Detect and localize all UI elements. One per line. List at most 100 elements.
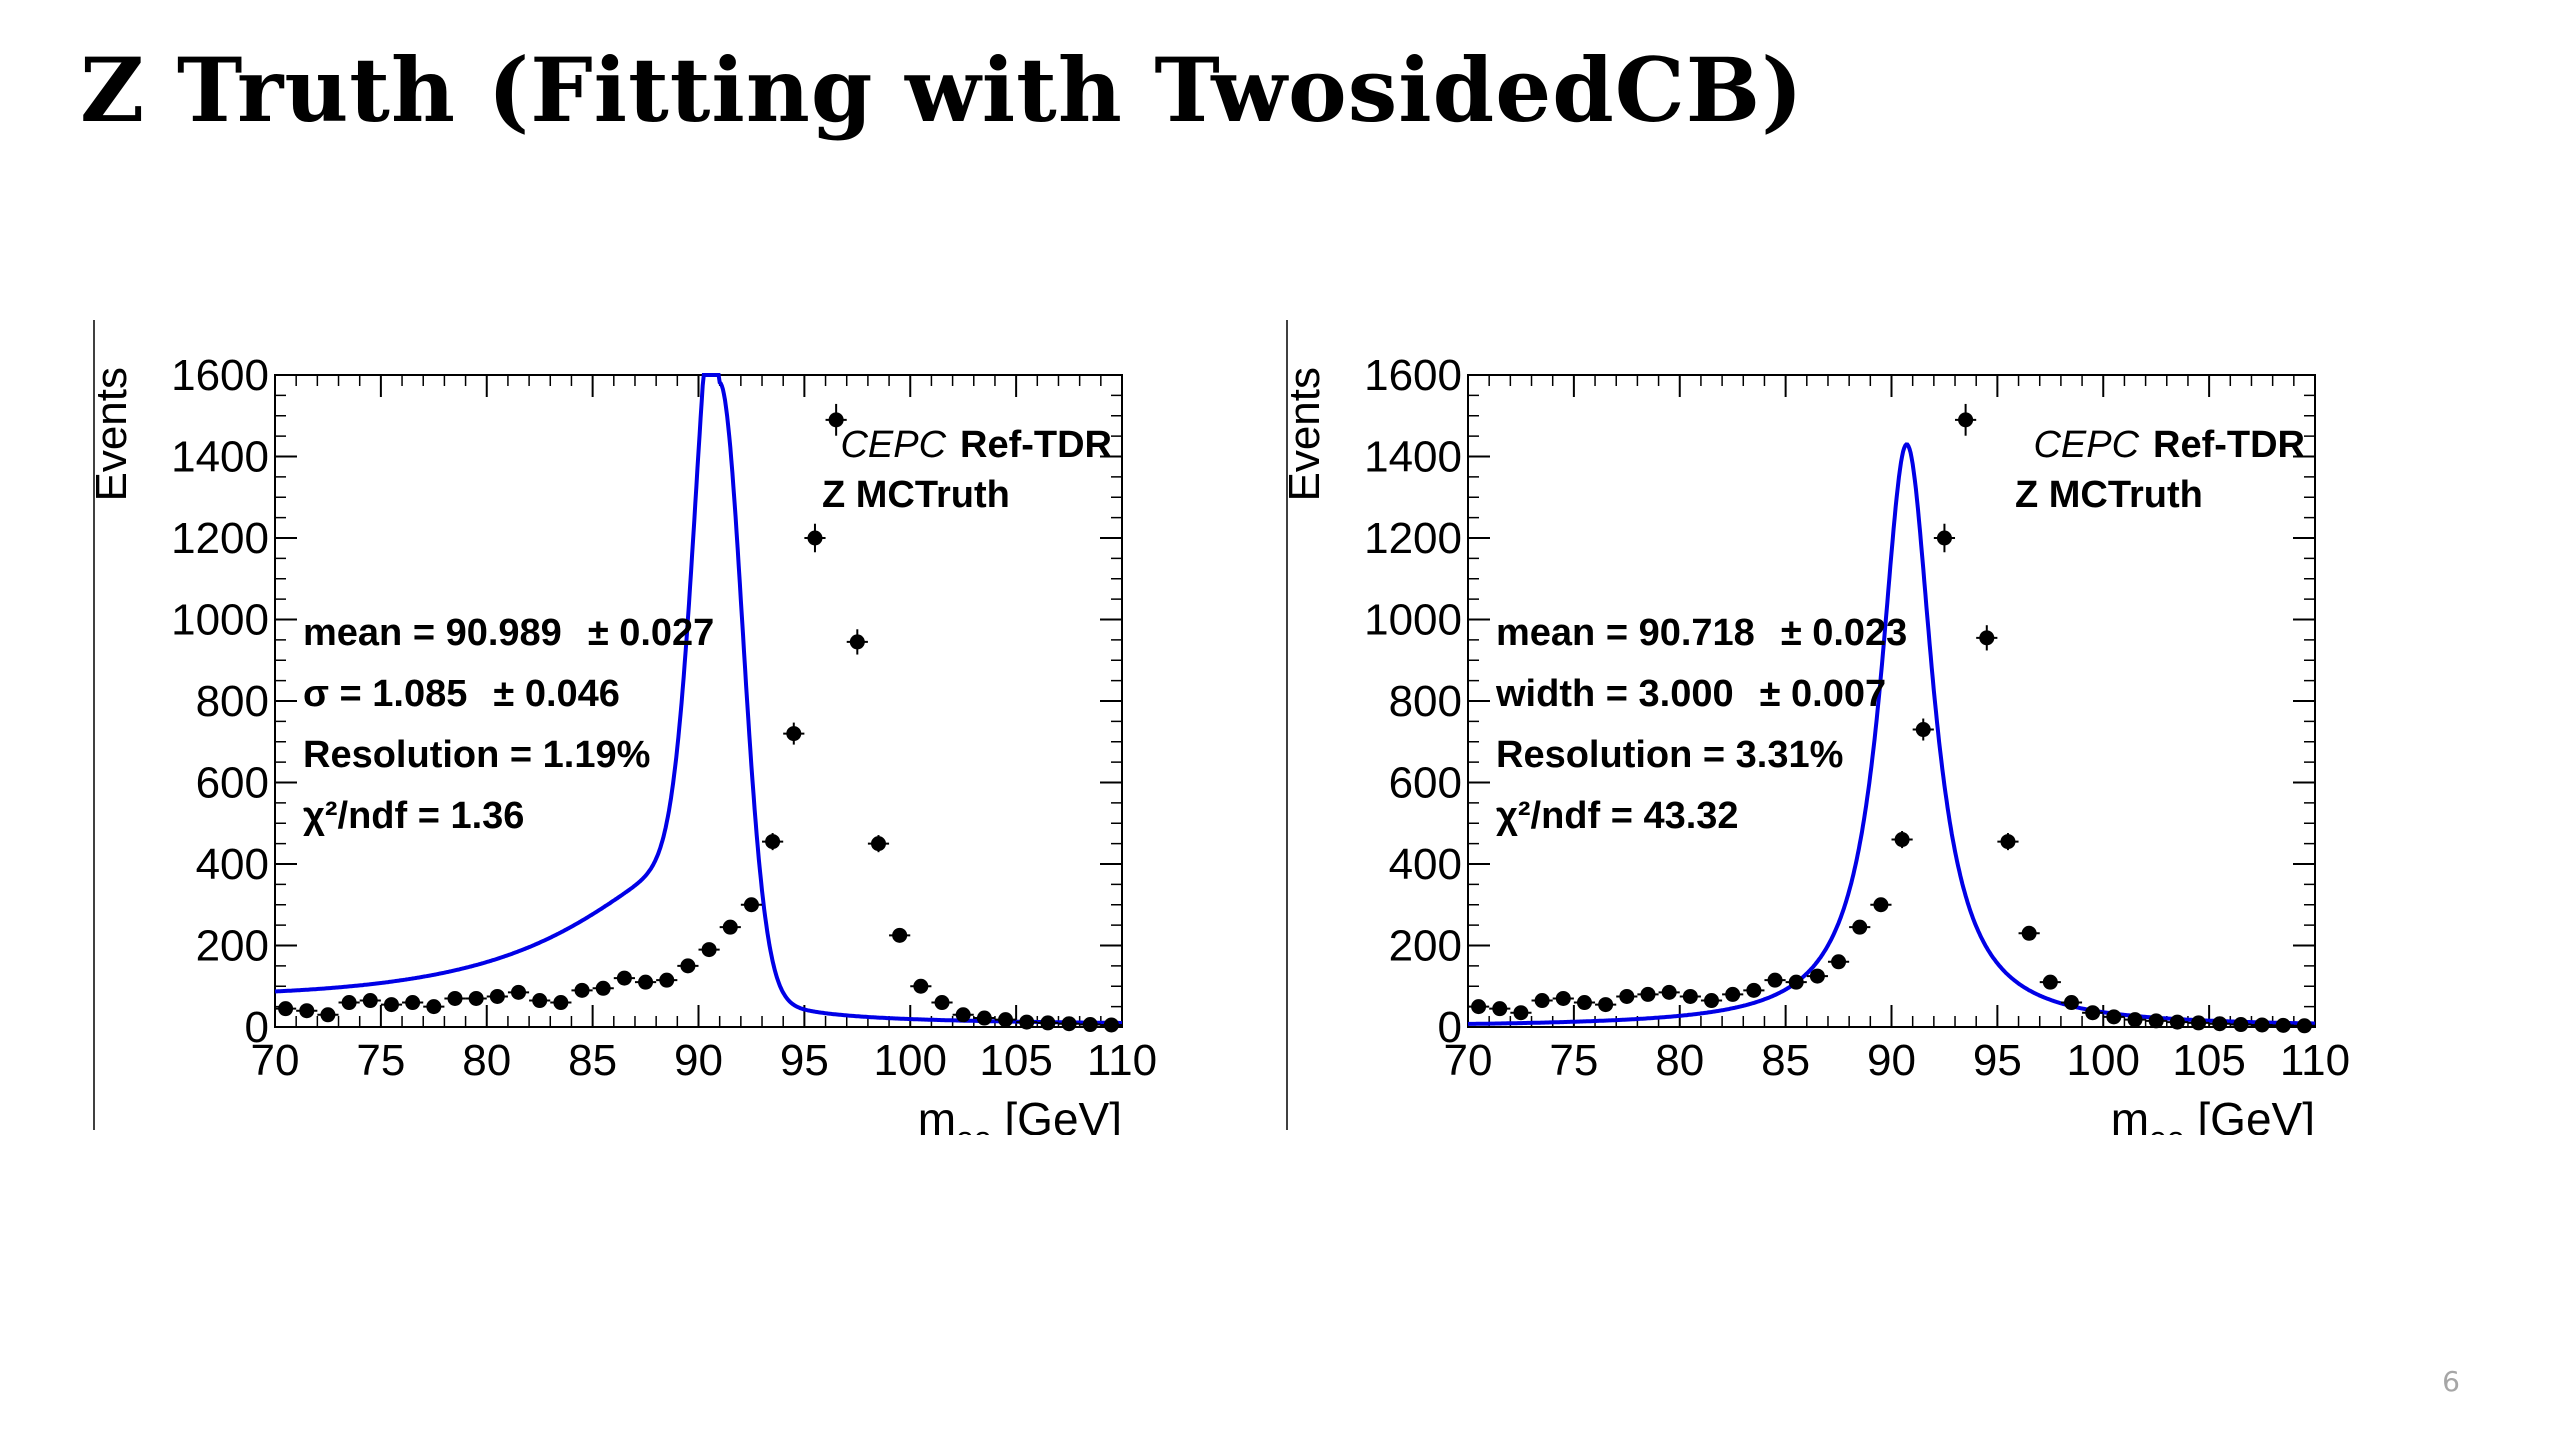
plot-left: 70 75 80 85 90 95 100 105 110 0 200 400 600 800 1000 12… xyxy=(90,315,1240,1135)
y-tick-label: 800 xyxy=(1389,677,1462,726)
data-point xyxy=(511,984,527,1000)
fit-stat-error: ± 0.046 xyxy=(493,673,620,715)
data-point xyxy=(1725,986,1741,1002)
x-tick-label: 105 xyxy=(2172,1036,2245,1085)
data-point xyxy=(1809,968,1825,984)
data-point xyxy=(489,988,505,1004)
data-point xyxy=(743,897,759,913)
y-tick-label: 1200 xyxy=(1364,514,1462,563)
data-point xyxy=(1513,1005,1529,1021)
data-point xyxy=(320,1007,336,1023)
x-tick-label: 95 xyxy=(1973,1036,2022,1085)
experiment-label: CEPC Ref-TDR xyxy=(2033,424,2305,466)
experiment-tag: Ref-TDR xyxy=(960,424,1112,466)
data-point xyxy=(362,993,378,1009)
data-point xyxy=(722,919,738,935)
x-axis-title-main: m xyxy=(2111,1093,2149,1135)
data-point xyxy=(2106,1009,2122,1025)
y-tick-label: 600 xyxy=(1389,759,1462,808)
data-point xyxy=(1704,993,1720,1009)
fit-stat-value: mean = 90.989 xyxy=(303,612,562,654)
y-tick-label: 400 xyxy=(196,840,269,889)
data-point xyxy=(1682,988,1698,1004)
data-point xyxy=(2148,1013,2164,1029)
data-point xyxy=(1936,530,1952,546)
data-point xyxy=(1534,993,1550,1009)
y-tick-label: 1200 xyxy=(171,514,269,563)
x-tick-label: 80 xyxy=(1655,1036,1704,1085)
x-axis-title-unit: [GeV] xyxy=(2185,1093,2315,1135)
data-point xyxy=(2212,1016,2228,1032)
y-axis-title: Events xyxy=(1283,367,1329,502)
data-point xyxy=(701,942,717,958)
data-point xyxy=(1619,988,1635,1004)
x-tick-label: 100 xyxy=(874,1036,947,1085)
data-point xyxy=(2169,1014,2185,1030)
fit-stat-row: mean = 90.718 ± 0.023 xyxy=(1496,612,1907,654)
data-point xyxy=(1788,974,1804,990)
data-point xyxy=(934,995,950,1011)
x-tick-label: 100 xyxy=(2067,1036,2140,1085)
fit-stat-row: mean = 90.989 ± 0.027 xyxy=(303,612,714,654)
data-point xyxy=(1492,1001,1508,1017)
experiment-tag: Ref-TDR xyxy=(2153,424,2305,466)
y-tick-label: 1400 xyxy=(171,433,269,482)
x-axis-title-sub: ee xyxy=(2149,1120,2185,1135)
experiment-name: CEPC xyxy=(840,424,946,466)
data-point xyxy=(828,412,844,428)
fit-stat-value: σ = 1.085 xyxy=(303,673,467,715)
data-point xyxy=(1831,954,1847,970)
data-point xyxy=(278,1001,294,1017)
y-axis-title: Events xyxy=(90,367,136,502)
fit-stat-error: ± 0.027 xyxy=(588,612,715,654)
data-point xyxy=(849,634,865,650)
data-point xyxy=(532,993,548,1009)
data-point xyxy=(870,836,886,852)
data-point xyxy=(1640,986,1656,1002)
data-point xyxy=(616,970,632,986)
fit-stat-row: σ = 1.085 ± 0.046 xyxy=(303,673,620,715)
y-tick-label: 400 xyxy=(1389,840,1462,889)
data-point xyxy=(405,995,421,1011)
fit-stat-value: width = 3.000 xyxy=(1495,673,1734,715)
data-point xyxy=(447,990,463,1006)
data-point xyxy=(341,995,357,1011)
data-point xyxy=(299,1003,315,1019)
x-tick-label: 75 xyxy=(1549,1036,1598,1085)
y-tick-label: 600 xyxy=(196,759,269,808)
y-tick-label: 1000 xyxy=(171,596,269,645)
data-point xyxy=(1555,990,1571,1006)
fit-stat-value: Resolution = 3.31% xyxy=(1496,734,1843,776)
chart-left-svg: 70 75 80 85 90 95 100 105 110 0 200 400 600 800 1000 12… xyxy=(90,320,1157,1135)
data-point xyxy=(1040,1015,1056,1031)
x-tick-label: 90 xyxy=(674,1036,723,1085)
slide-title: Z Truth (Fitting with TwosidedCB) xyxy=(80,38,1804,142)
fit-stat-value: Resolution = 1.19% xyxy=(303,734,650,776)
data-point xyxy=(1019,1014,1035,1030)
data-point xyxy=(765,834,781,850)
data-point xyxy=(1661,984,1677,1000)
experiment-label: CEPC Ref-TDR xyxy=(840,424,1112,466)
sample-label: Z MCTruth xyxy=(822,474,1010,516)
data-point xyxy=(2296,1018,2312,1034)
fit-stat-error: ± 0.007 xyxy=(1760,673,1887,715)
fit-stat-value: mean = 90.718 xyxy=(1496,612,1755,654)
data-point xyxy=(976,1010,992,1026)
data-point xyxy=(659,972,675,988)
data-point xyxy=(998,1012,1014,1028)
x-tick-label: 110 xyxy=(2280,1036,2350,1085)
page-number: 6 xyxy=(2442,1365,2460,1398)
data-point xyxy=(1061,1016,1077,1032)
fit-stat-value: χ²/ndf = 1.36 xyxy=(303,795,524,837)
data-point xyxy=(1103,1017,1119,1033)
data-point xyxy=(1576,995,1592,1011)
data-point xyxy=(807,530,823,546)
data-point xyxy=(1873,897,1889,913)
experiment-name: CEPC xyxy=(2033,424,2139,466)
plot-right: 70 75 80 85 90 95 100 105 110 0 200 400 600 800 1000 12… xyxy=(1283,315,2433,1135)
data-point xyxy=(2254,1017,2270,1033)
x-tick-label: 70 xyxy=(251,1036,300,1085)
data-point xyxy=(2042,974,2058,990)
data-point xyxy=(553,995,569,1011)
data-point xyxy=(2021,925,2037,941)
